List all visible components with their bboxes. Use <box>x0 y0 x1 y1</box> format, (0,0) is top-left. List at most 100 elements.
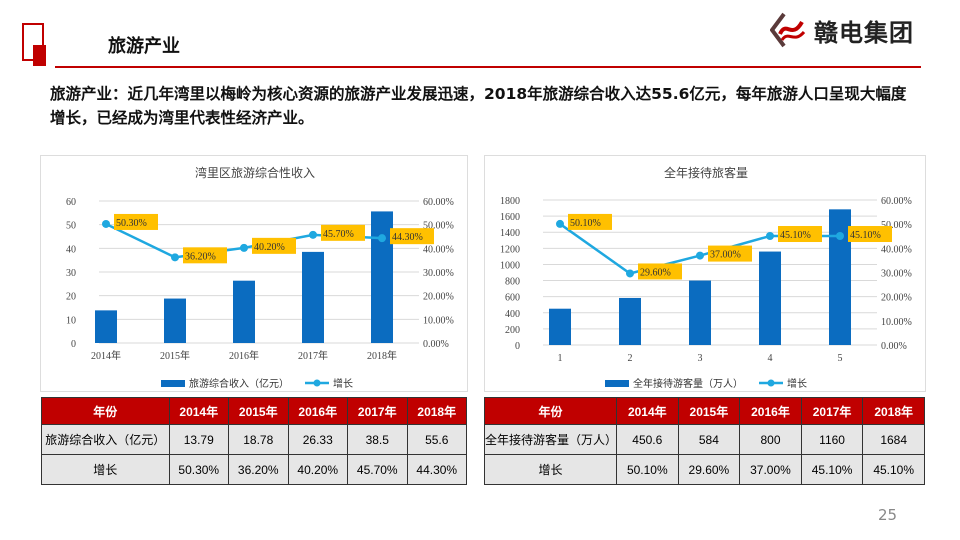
header-decoration-fill <box>33 45 46 66</box>
category-label: 4 <box>768 353 773 364</box>
data-label-bg <box>638 263 682 280</box>
legend-line-marker <box>313 379 321 387</box>
bar <box>759 251 781 345</box>
data-label-bg <box>252 237 296 254</box>
table-header-cell: 2014年 <box>616 397 679 425</box>
table-cell: 50.10% <box>616 454 679 485</box>
data-label-bg <box>778 226 822 243</box>
data-label: 37.00% <box>710 250 741 261</box>
table-cell: 旅游综合收入（亿元） <box>41 424 170 455</box>
table-cell: 增长 <box>41 454 170 485</box>
legend-bar-label: 全年接待游客量（万人） <box>633 377 743 390</box>
table-header-cell: 年份 <box>484 397 617 425</box>
data-label: 36.20% <box>185 251 216 262</box>
growth-point <box>309 230 317 239</box>
left-tick-label: 600 <box>505 293 520 304</box>
table-cell: 40.20% <box>287 454 348 485</box>
growth-point <box>626 269 634 278</box>
right-tick-label: 50.00% <box>423 221 454 232</box>
chart-title: 湾里区旅游综合性收入 <box>195 165 315 180</box>
category-label: 2018年 <box>367 349 397 362</box>
data-label-bg <box>390 228 434 245</box>
growth-point <box>696 251 704 260</box>
legend-bar-label: 旅游综合收入（亿元） <box>189 377 289 390</box>
table-cell: 55.6 <box>406 424 467 455</box>
left-tick-label: 60 <box>66 197 76 208</box>
table-cell: 13.79 <box>168 424 229 455</box>
left-tick-label: 0 <box>515 341 520 352</box>
left-tick-label: 200 <box>505 325 520 336</box>
brand-logo: 赣电集团 <box>770 10 914 50</box>
table-header-cell: 2016年 <box>739 397 802 425</box>
table-row: 增长 50.30% 36.20% 40.20% 45.70% 44.30% <box>41 454 467 485</box>
category-label: 2017年 <box>298 349 328 362</box>
left-tick-label: 400 <box>505 309 520 320</box>
right-tick-label: 0.00% <box>423 339 449 350</box>
header-divider <box>55 66 921 68</box>
table-row: 旅游综合收入（亿元） 13.79 18.78 26.33 38.5 55.6 <box>41 424 467 455</box>
bar <box>549 308 571 345</box>
table-cell: 37.00% <box>739 454 802 485</box>
growth-point <box>102 219 110 228</box>
visitors-table: 年份 2014年 2015年 2016年 2017年 2018年 全年接待游客量（万人） 45… <box>484 397 925 485</box>
table-cell: 50.30% <box>168 454 229 485</box>
bar <box>829 209 851 345</box>
chart-title: 全年接待旅客量 <box>664 165 748 180</box>
table-header-cell: 2014年 <box>168 397 229 425</box>
table-cell: 45.70% <box>347 454 408 485</box>
table-cell: 增长 <box>484 454 617 485</box>
table-cell: 全年接待游客量（万人） <box>484 424 617 455</box>
data-label-bg <box>114 213 158 230</box>
table-cell: 1160 <box>800 424 864 455</box>
growth-point <box>556 219 564 228</box>
table-cell: 1684 <box>862 424 925 455</box>
table-header-cell: 年份 <box>41 397 170 425</box>
chart-svg: 全年接待旅客量 0 200 400 600 800 1000 1200 1400 1600 1800… <box>500 165 912 390</box>
data-label: 45.70% <box>323 229 354 240</box>
table-cell: 800 <box>739 424 802 455</box>
right-tick-label: 60.00% <box>881 196 912 207</box>
data-label: 45.10% <box>780 230 811 241</box>
right-tick-label: 10.00% <box>881 317 912 328</box>
table-header-cell: 2017年 <box>800 397 864 425</box>
left-tick-label: 800 <box>505 277 520 288</box>
left-tick-label: 1800 <box>500 196 520 207</box>
intro-text: 旅游产业：近几年湾里以梅岭为核心资源的旅游产业发展迅速，2018年旅游综合收入达… <box>50 85 907 127</box>
data-label: 45.10% <box>850 230 881 241</box>
left-tick-label: 1200 <box>500 244 520 255</box>
data-label-bg <box>183 247 227 264</box>
left-tick-label: 30 <box>66 268 76 279</box>
left-tick-label: 1000 <box>500 260 520 271</box>
table-cell: 38.5 <box>347 424 408 455</box>
right-tick-label: 10.00% <box>423 315 454 326</box>
data-label-bg <box>568 213 612 230</box>
category-label: 2 <box>628 353 633 364</box>
visitors-chart: 全年接待旅客量 0 200 400 600 800 1000 1200 1400 1600 1800… <box>484 155 926 392</box>
left-tick-label: 20 <box>66 292 76 303</box>
growth-point <box>766 232 774 241</box>
bar <box>95 310 117 343</box>
category-label: 3 <box>698 353 703 364</box>
category-label: 5 <box>838 353 843 364</box>
growth-point <box>240 243 248 252</box>
table-header-cell: 2015年 <box>228 397 289 425</box>
table-cell: 45.10% <box>862 454 925 485</box>
data-label-bg <box>848 226 892 243</box>
table-cell: 450.6 <box>616 424 679 455</box>
table-cell: 44.30% <box>406 454 467 485</box>
brand-mark-icon <box>770 12 806 48</box>
data-label: 40.20% <box>254 242 285 253</box>
brand-name: 赣电集团 <box>814 18 914 47</box>
table-row: 增长 50.10% 29.60% 37.00% 45.10% 45.10% <box>484 454 925 485</box>
category-label: 2015年 <box>160 349 190 362</box>
legend-line-label: 增长 <box>787 377 807 390</box>
right-tick-label: 50.00% <box>881 220 912 231</box>
left-tick-label: 10 <box>66 315 76 326</box>
table-header-cell: 2018年 <box>862 397 925 425</box>
table-header-row: 年份 2014年 2015年 2016年 2017年 2018年 <box>484 397 925 425</box>
bar <box>233 280 255 343</box>
growth-point <box>378 234 386 243</box>
category-label: 2016年 <box>229 349 259 362</box>
table-header-cell: 2016年 <box>287 397 348 425</box>
right-tick-label: 20.00% <box>881 293 912 304</box>
